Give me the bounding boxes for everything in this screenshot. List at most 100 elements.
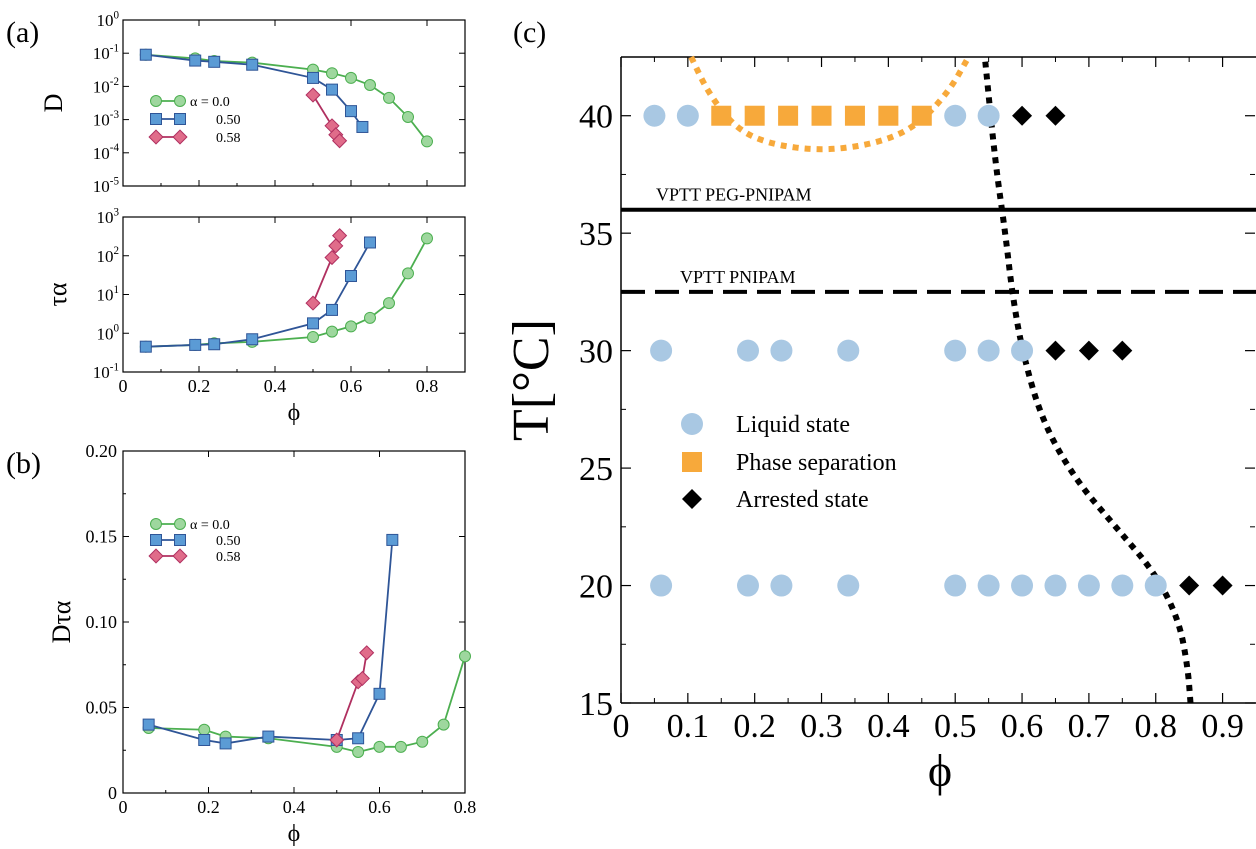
liquid-point	[1144, 574, 1167, 597]
data-point	[352, 732, 365, 745]
y-tick-label: 10-1	[93, 361, 119, 382]
legend-label: Phase separation	[736, 450, 897, 476]
liquid-point	[650, 339, 673, 362]
plot-frame	[122, 216, 466, 373]
legend-marker	[148, 129, 164, 145]
vptt-pnipam-label: VPTT PNIPAM	[680, 267, 796, 287]
data-point	[437, 718, 450, 731]
data-point	[383, 91, 395, 104]
liquid-point	[1011, 339, 1034, 362]
x-axis-label: ϕ	[928, 745, 952, 796]
legend-marker	[172, 129, 188, 145]
data-point	[354, 670, 370, 687]
data-point	[307, 331, 319, 344]
y-tick-label: 10-5	[93, 175, 120, 196]
liquid-point	[737, 339, 759, 362]
phase-separation-point	[744, 105, 765, 126]
y-tick-label: 35	[579, 216, 613, 253]
y-tick-label: 100	[96, 9, 119, 30]
phase-separation-point	[778, 105, 799, 126]
arrested-point	[1045, 105, 1066, 126]
legend-marker	[681, 413, 703, 435]
y-axis-label: τα	[43, 282, 72, 306]
liquid-point	[977, 339, 1000, 362]
data-point	[139, 340, 152, 353]
y-tick-label: 20	[579, 569, 613, 606]
data-point	[332, 133, 348, 149]
y-axis-label: Dτα	[47, 600, 76, 643]
data-point	[326, 67, 338, 80]
data-point	[305, 87, 321, 103]
data-point	[246, 333, 259, 346]
legend-marker	[682, 452, 702, 472]
y-tick-label: 0.10	[86, 612, 118, 632]
y-tick-label: 10-3	[93, 109, 120, 130]
x-tick-label: 0.2	[197, 797, 220, 817]
x-tick-label: 0.3	[800, 708, 843, 745]
data-point	[326, 303, 338, 316]
phase-separation-point	[878, 105, 899, 126]
data-point	[373, 740, 386, 753]
y-tick-label: 15	[579, 686, 613, 723]
panel-c: 0 0.1 0.2 0.3 0.4 0.5 0.6 0.7 0.8 0.9 15 20 25 30 35 40…	[503, 16, 1256, 796]
data-point	[386, 533, 399, 546]
panel-label: (a)	[6, 16, 39, 49]
x-tick-label: 0.7	[1068, 708, 1111, 745]
x-tick-label: 0.6	[1001, 708, 1044, 745]
x-tick-label: 0.1	[667, 708, 710, 745]
arrested-point	[1045, 340, 1066, 361]
y-tick-label: 10-4	[93, 142, 120, 163]
x-axis-label: ϕ	[288, 821, 301, 847]
y-tick-label: 101	[96, 284, 119, 305]
x-tick-label: 0.5	[934, 708, 977, 745]
data-point	[364, 79, 376, 92]
data-point	[345, 105, 357, 118]
arrested-point	[1078, 340, 1099, 361]
legend-marker	[150, 95, 162, 107]
legend-marker	[150, 534, 162, 546]
x-tick-label: 0.4	[283, 797, 306, 817]
data-point	[246, 58, 259, 71]
liquid-point	[770, 574, 793, 597]
arrested-point	[1012, 105, 1033, 126]
data-point	[208, 55, 221, 68]
data-point	[364, 311, 376, 324]
y-tick-label: 30	[579, 334, 613, 371]
y-tick-label: 0	[108, 783, 117, 803]
data-point	[262, 730, 275, 743]
data-point	[307, 71, 319, 84]
arrest-line-curve	[982, 61, 1194, 704]
data-point	[416, 735, 429, 748]
panel-b: 0 0.2 0.4 0.6 0.800.050.100.150.20α = 0.00.5…	[6, 441, 476, 847]
panel-a-bottom: 0 0.2 0.4 0.6 0.8 103 102 101 100 10-1 ϕ τα	[43, 206, 466, 426]
legend-marker	[174, 518, 186, 530]
data-point	[307, 317, 319, 330]
data-point	[359, 645, 375, 661]
legend-label: α = 0.0	[190, 518, 230, 533]
x-tick-label: 0	[119, 797, 128, 817]
legend-marker	[150, 518, 162, 530]
data-point	[352, 745, 365, 758]
coexistence-curve	[688, 55, 972, 153]
liquid-point	[944, 339, 967, 362]
legend-marker	[172, 548, 188, 564]
y-axis-label: D	[39, 94, 68, 113]
data-point	[329, 732, 345, 748]
data-point	[345, 270, 357, 283]
x-tick-label: 0.8	[1134, 708, 1177, 745]
data-point	[189, 54, 202, 67]
liquid-point	[944, 574, 967, 597]
plot-frame	[122, 19, 466, 187]
data-point	[364, 236, 376, 249]
x-tick-label: 0.6	[368, 797, 391, 817]
data-point	[345, 320, 357, 333]
liquid-point	[1044, 574, 1067, 597]
liquid-point	[643, 104, 666, 127]
legend-marker	[148, 548, 164, 564]
y-tick-label: 102	[96, 245, 119, 266]
phase-separation-point	[844, 105, 865, 126]
data-point	[459, 650, 471, 663]
legend-label: 0.50	[216, 534, 241, 549]
legend-label: 0.58	[216, 131, 241, 146]
y-tick-label: 10-2	[93, 76, 119, 97]
